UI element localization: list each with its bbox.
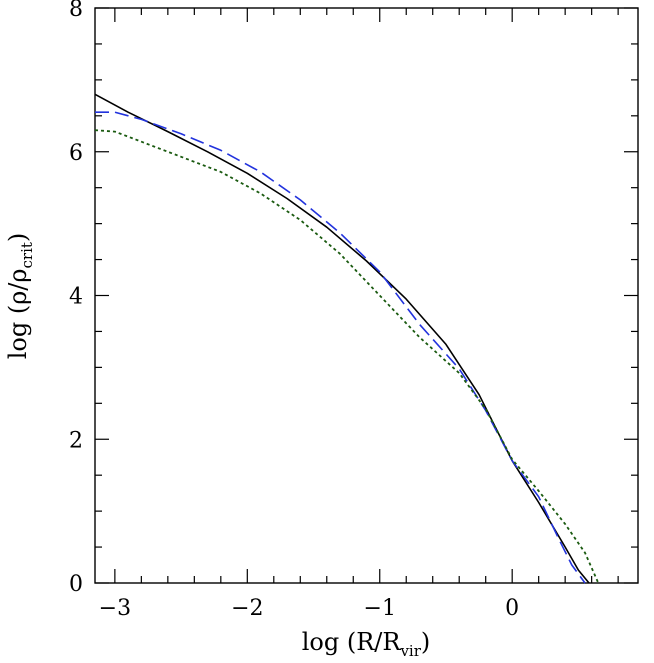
- x-tick-label: −2: [231, 596, 263, 621]
- series-line-solid: [94, 93, 590, 584]
- y-tick-label: 0: [69, 572, 83, 597]
- axis-ticks: [95, 7, 638, 584]
- axis-tick-labels: −3 −2 −1 0 0 2 4 6 8: [69, 0, 519, 621]
- y-tick-label: 6: [69, 141, 83, 166]
- x-tick-label: −3: [99, 596, 131, 621]
- series-line-dashed: [95, 111, 586, 584]
- series-layer: [94, 93, 600, 584]
- x-tick-label: −1: [364, 596, 396, 621]
- y-tick-label: 4: [69, 285, 83, 310]
- x-tick-label: 0: [505, 596, 519, 621]
- y-axis-label: log (ρ/ρcrit): [4, 233, 36, 360]
- y-tick-label: 2: [69, 428, 83, 453]
- y-tick-label: 8: [69, 0, 83, 22]
- plot-frame: [94, 7, 639, 584]
- x-axis-label: log (R/Rvir): [302, 628, 431, 660]
- series-line-dotted: [94, 129, 600, 584]
